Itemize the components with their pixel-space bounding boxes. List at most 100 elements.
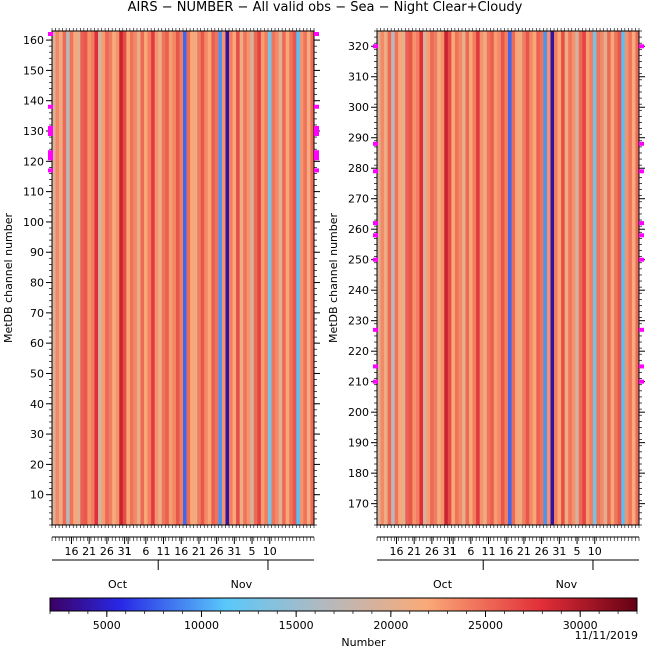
- heatmap-column: [101, 31, 106, 525]
- heatmap-column: [246, 31, 251, 525]
- date-tick-label: 31: [118, 545, 132, 558]
- heatmap-column: [387, 31, 392, 525]
- heatmap-column: [607, 31, 612, 525]
- y-tick-label: 170: [348, 498, 369, 511]
- panel-1: 102030405060708090100110120130140150160M…: [2, 28, 320, 591]
- y-tick-label: 50: [30, 367, 44, 380]
- heatmap-column: [218, 31, 223, 525]
- y-tick-label: 10: [30, 489, 44, 502]
- heatmap-column: [105, 31, 110, 525]
- channel-marker: [314, 104, 319, 109]
- heatmap-column: [394, 31, 399, 525]
- heatmap-column: [140, 31, 145, 525]
- panel-2: 170 180 190 200 210 220 230 240 250 260 270 280 290 3…: [327, 28, 645, 591]
- heatmap-column: [624, 31, 629, 525]
- date-tick-label: 16: [174, 545, 188, 558]
- date-tick-label: 21: [192, 545, 206, 558]
- heatmap-column: [207, 31, 212, 525]
- date-tick-label: 16: [64, 545, 78, 558]
- chart-title: AIRS − NUMBER − All valid obs − Sea − Ni…: [127, 0, 523, 15]
- heatmap-column: [52, 31, 56, 525]
- heatmap-column: [380, 31, 385, 525]
- heatmap-column: [465, 31, 470, 525]
- y-tick-label: 30: [30, 428, 44, 441]
- colorbar-label: Number: [341, 636, 386, 649]
- channel-marker: [48, 168, 53, 173]
- y-tick-label: 310: [348, 71, 369, 84]
- channel-marker: [639, 364, 644, 369]
- date-stamp: 11/11/2019: [574, 629, 638, 642]
- heatmap-column: [299, 31, 304, 525]
- heatmap-column: [504, 31, 509, 525]
- y-tick-label: 110: [23, 186, 44, 199]
- heatmap-column: [532, 31, 537, 525]
- heatmap-column: [239, 31, 244, 525]
- channel-marker: [639, 379, 644, 384]
- heatmap-column: [225, 31, 230, 525]
- heatmap-column: [165, 31, 170, 525]
- date-tick-label: 21: [407, 545, 421, 558]
- heatmap-column: [69, 31, 74, 525]
- heatmap-column: [271, 31, 276, 525]
- heatmap-column: [285, 31, 290, 525]
- date-tick-label: 5: [249, 545, 256, 558]
- channel-marker: [314, 156, 319, 161]
- channel-marker: [639, 233, 644, 238]
- date-tick-label: 10: [263, 545, 277, 558]
- channel-marker: [314, 168, 319, 173]
- heatmap-column: [214, 31, 219, 525]
- heatmap-column: [582, 31, 587, 525]
- month-label: Nov: [231, 578, 253, 591]
- heatmap-column: [433, 31, 438, 525]
- heatmap-column: [401, 31, 406, 525]
- heatmap-column: [479, 31, 484, 525]
- y-tick-label: 160: [23, 34, 44, 47]
- heatmap-column: [419, 31, 424, 525]
- channel-marker: [48, 153, 53, 158]
- y-tick-label: 70: [30, 307, 44, 320]
- date-tick-label: 31: [227, 545, 241, 558]
- heatmap-column: [483, 31, 488, 525]
- y-tick-label: 250: [348, 254, 369, 267]
- heatmap-column: [461, 31, 466, 525]
- heatmap-column: [200, 31, 205, 525]
- channel-marker: [48, 32, 53, 37]
- colorbar-tick-label: 30000: [563, 619, 598, 632]
- heatmap-column: [610, 31, 615, 525]
- heatmap-column: [172, 31, 177, 525]
- heatmap-column: [87, 31, 92, 525]
- channel-marker: [373, 327, 378, 332]
- heatmap-column: [83, 31, 88, 525]
- heatmap-column: [94, 31, 99, 525]
- date-tick-label: 26: [425, 545, 439, 558]
- heatmap-column: [536, 31, 541, 525]
- heatmap-column: [490, 31, 495, 525]
- heatmap-column: [289, 31, 294, 525]
- colorbar-frame: [49, 597, 638, 612]
- heatmap-column: [306, 31, 311, 525]
- date-tick-label: 26: [100, 545, 114, 558]
- heatmap-column: [391, 31, 396, 525]
- heatmap-column: [183, 31, 187, 525]
- colorbar-gradient: [50, 598, 637, 611]
- heatmap-column: [154, 31, 159, 525]
- heatmap-column: [90, 31, 95, 525]
- date-tick-label: 26: [535, 545, 549, 558]
- channel-marker: [639, 327, 644, 332]
- heatmap-column: [144, 31, 148, 525]
- colorbar-tick-label: 20000: [373, 619, 408, 632]
- heatmap-column: [250, 31, 255, 525]
- heatmap-column: [415, 31, 420, 525]
- y-tick-label: 150: [23, 64, 44, 77]
- heatmap-column: [454, 31, 459, 525]
- channel-marker: [373, 257, 378, 262]
- channel-marker: [314, 153, 319, 158]
- heatmap-column: [539, 31, 544, 525]
- heatmap-column: [571, 31, 576, 525]
- channel-marker: [48, 125, 53, 130]
- heatmap-column: [55, 31, 60, 525]
- heatmap-column: [486, 31, 491, 525]
- heatmap-column: [243, 31, 248, 525]
- heatmap-column: [440, 31, 445, 525]
- heatmap-column: [550, 31, 555, 525]
